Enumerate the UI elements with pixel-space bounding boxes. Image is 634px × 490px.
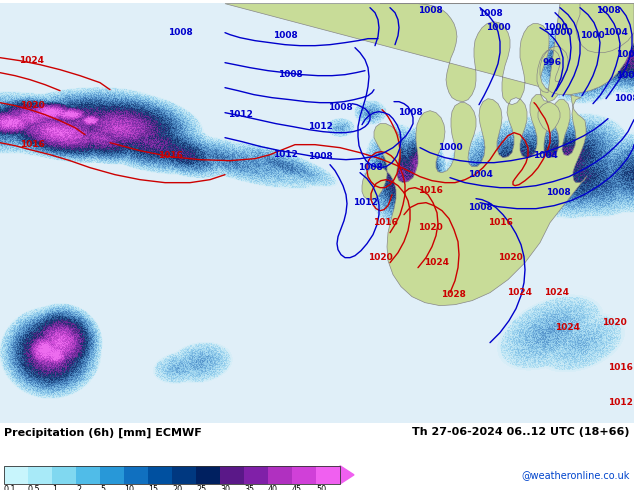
- Text: 1008: 1008: [167, 28, 192, 37]
- Text: 5: 5: [100, 485, 105, 490]
- Bar: [4, 466, 340, 484]
- Text: 1024: 1024: [425, 258, 450, 267]
- Text: 35: 35: [244, 485, 254, 490]
- Text: 1008: 1008: [328, 103, 353, 112]
- Text: 50: 50: [316, 485, 326, 490]
- Text: 1012: 1012: [273, 150, 297, 159]
- Text: 1024: 1024: [555, 323, 581, 332]
- Text: 1008: 1008: [477, 9, 502, 18]
- Bar: [4, 466, 28, 484]
- Polygon shape: [380, 3, 634, 95]
- Text: 10: 10: [124, 485, 134, 490]
- Bar: [220, 466, 244, 484]
- Text: 1004: 1004: [602, 28, 628, 37]
- Text: 1012: 1012: [607, 398, 633, 407]
- Bar: [28, 466, 52, 484]
- Text: 1020: 1020: [602, 318, 626, 327]
- Text: 1004: 1004: [467, 170, 493, 179]
- Polygon shape: [340, 466, 354, 484]
- Text: 996: 996: [543, 58, 562, 67]
- Text: 1020: 1020: [368, 253, 392, 262]
- Text: 1016: 1016: [488, 218, 512, 227]
- Text: 1008: 1008: [616, 50, 634, 59]
- Bar: [172, 466, 196, 484]
- Text: 1008: 1008: [468, 203, 493, 212]
- Text: 1016: 1016: [20, 140, 44, 149]
- Text: 1024: 1024: [20, 56, 44, 65]
- Text: @weatheronline.co.uk: @weatheronline.co.uk: [522, 470, 630, 480]
- Text: 0.1: 0.1: [4, 485, 16, 490]
- Bar: [316, 466, 340, 484]
- Text: 1000: 1000: [437, 143, 462, 152]
- Bar: [292, 466, 316, 484]
- Bar: [244, 466, 268, 484]
- Text: 1: 1: [52, 485, 57, 490]
- Text: 20: 20: [172, 485, 182, 490]
- Text: 1016: 1016: [418, 186, 443, 195]
- Text: 1008: 1008: [307, 152, 332, 161]
- Text: 1020: 1020: [498, 253, 522, 262]
- Text: 1020: 1020: [20, 101, 44, 110]
- Bar: [76, 466, 100, 484]
- Text: 1012: 1012: [307, 122, 332, 131]
- Text: 1012: 1012: [353, 198, 377, 207]
- Text: 1020: 1020: [418, 223, 443, 232]
- Polygon shape: [225, 3, 587, 306]
- Text: 1028: 1028: [441, 290, 465, 299]
- Bar: [124, 466, 148, 484]
- Bar: [52, 466, 76, 484]
- Text: Th 27-06-2024 06..12 UTC (18+66): Th 27-06-2024 06..12 UTC (18+66): [413, 427, 630, 438]
- Text: 1008: 1008: [358, 163, 382, 172]
- Text: 1008: 1008: [595, 6, 621, 15]
- Text: 45: 45: [292, 485, 302, 490]
- Bar: [268, 466, 292, 484]
- Text: 1008: 1008: [278, 70, 302, 79]
- Text: 1000: 1000: [548, 28, 573, 37]
- Text: 1008: 1008: [546, 188, 571, 197]
- Text: 30: 30: [220, 485, 230, 490]
- Text: 1008: 1008: [614, 94, 634, 103]
- Text: 2: 2: [76, 485, 81, 490]
- Text: 0.5: 0.5: [28, 485, 41, 490]
- Bar: [100, 466, 124, 484]
- Text: 1016: 1016: [373, 218, 398, 227]
- Text: 1024: 1024: [545, 288, 569, 297]
- Text: 1008: 1008: [273, 31, 297, 40]
- Text: 1024: 1024: [507, 288, 533, 297]
- Text: 1016: 1016: [607, 363, 633, 372]
- Text: 1000: 1000: [543, 23, 567, 32]
- Text: 1008: 1008: [418, 6, 443, 15]
- Bar: [196, 466, 220, 484]
- Text: 15: 15: [148, 485, 158, 490]
- Bar: [148, 466, 172, 484]
- Polygon shape: [576, 3, 634, 52]
- Text: 25: 25: [196, 485, 206, 490]
- Text: 1000: 1000: [579, 31, 604, 40]
- Polygon shape: [538, 103, 560, 133]
- Text: 1012: 1012: [228, 110, 252, 119]
- Text: Precipitation (6h) [mm] ECMWF: Precipitation (6h) [mm] ECMWF: [4, 427, 202, 438]
- Text: 1016: 1016: [158, 151, 183, 160]
- Text: 1008: 1008: [616, 71, 634, 80]
- Text: 40: 40: [268, 485, 278, 490]
- Text: 1000: 1000: [486, 23, 510, 32]
- Text: 1004: 1004: [533, 151, 557, 160]
- Text: 1008: 1008: [398, 108, 422, 117]
